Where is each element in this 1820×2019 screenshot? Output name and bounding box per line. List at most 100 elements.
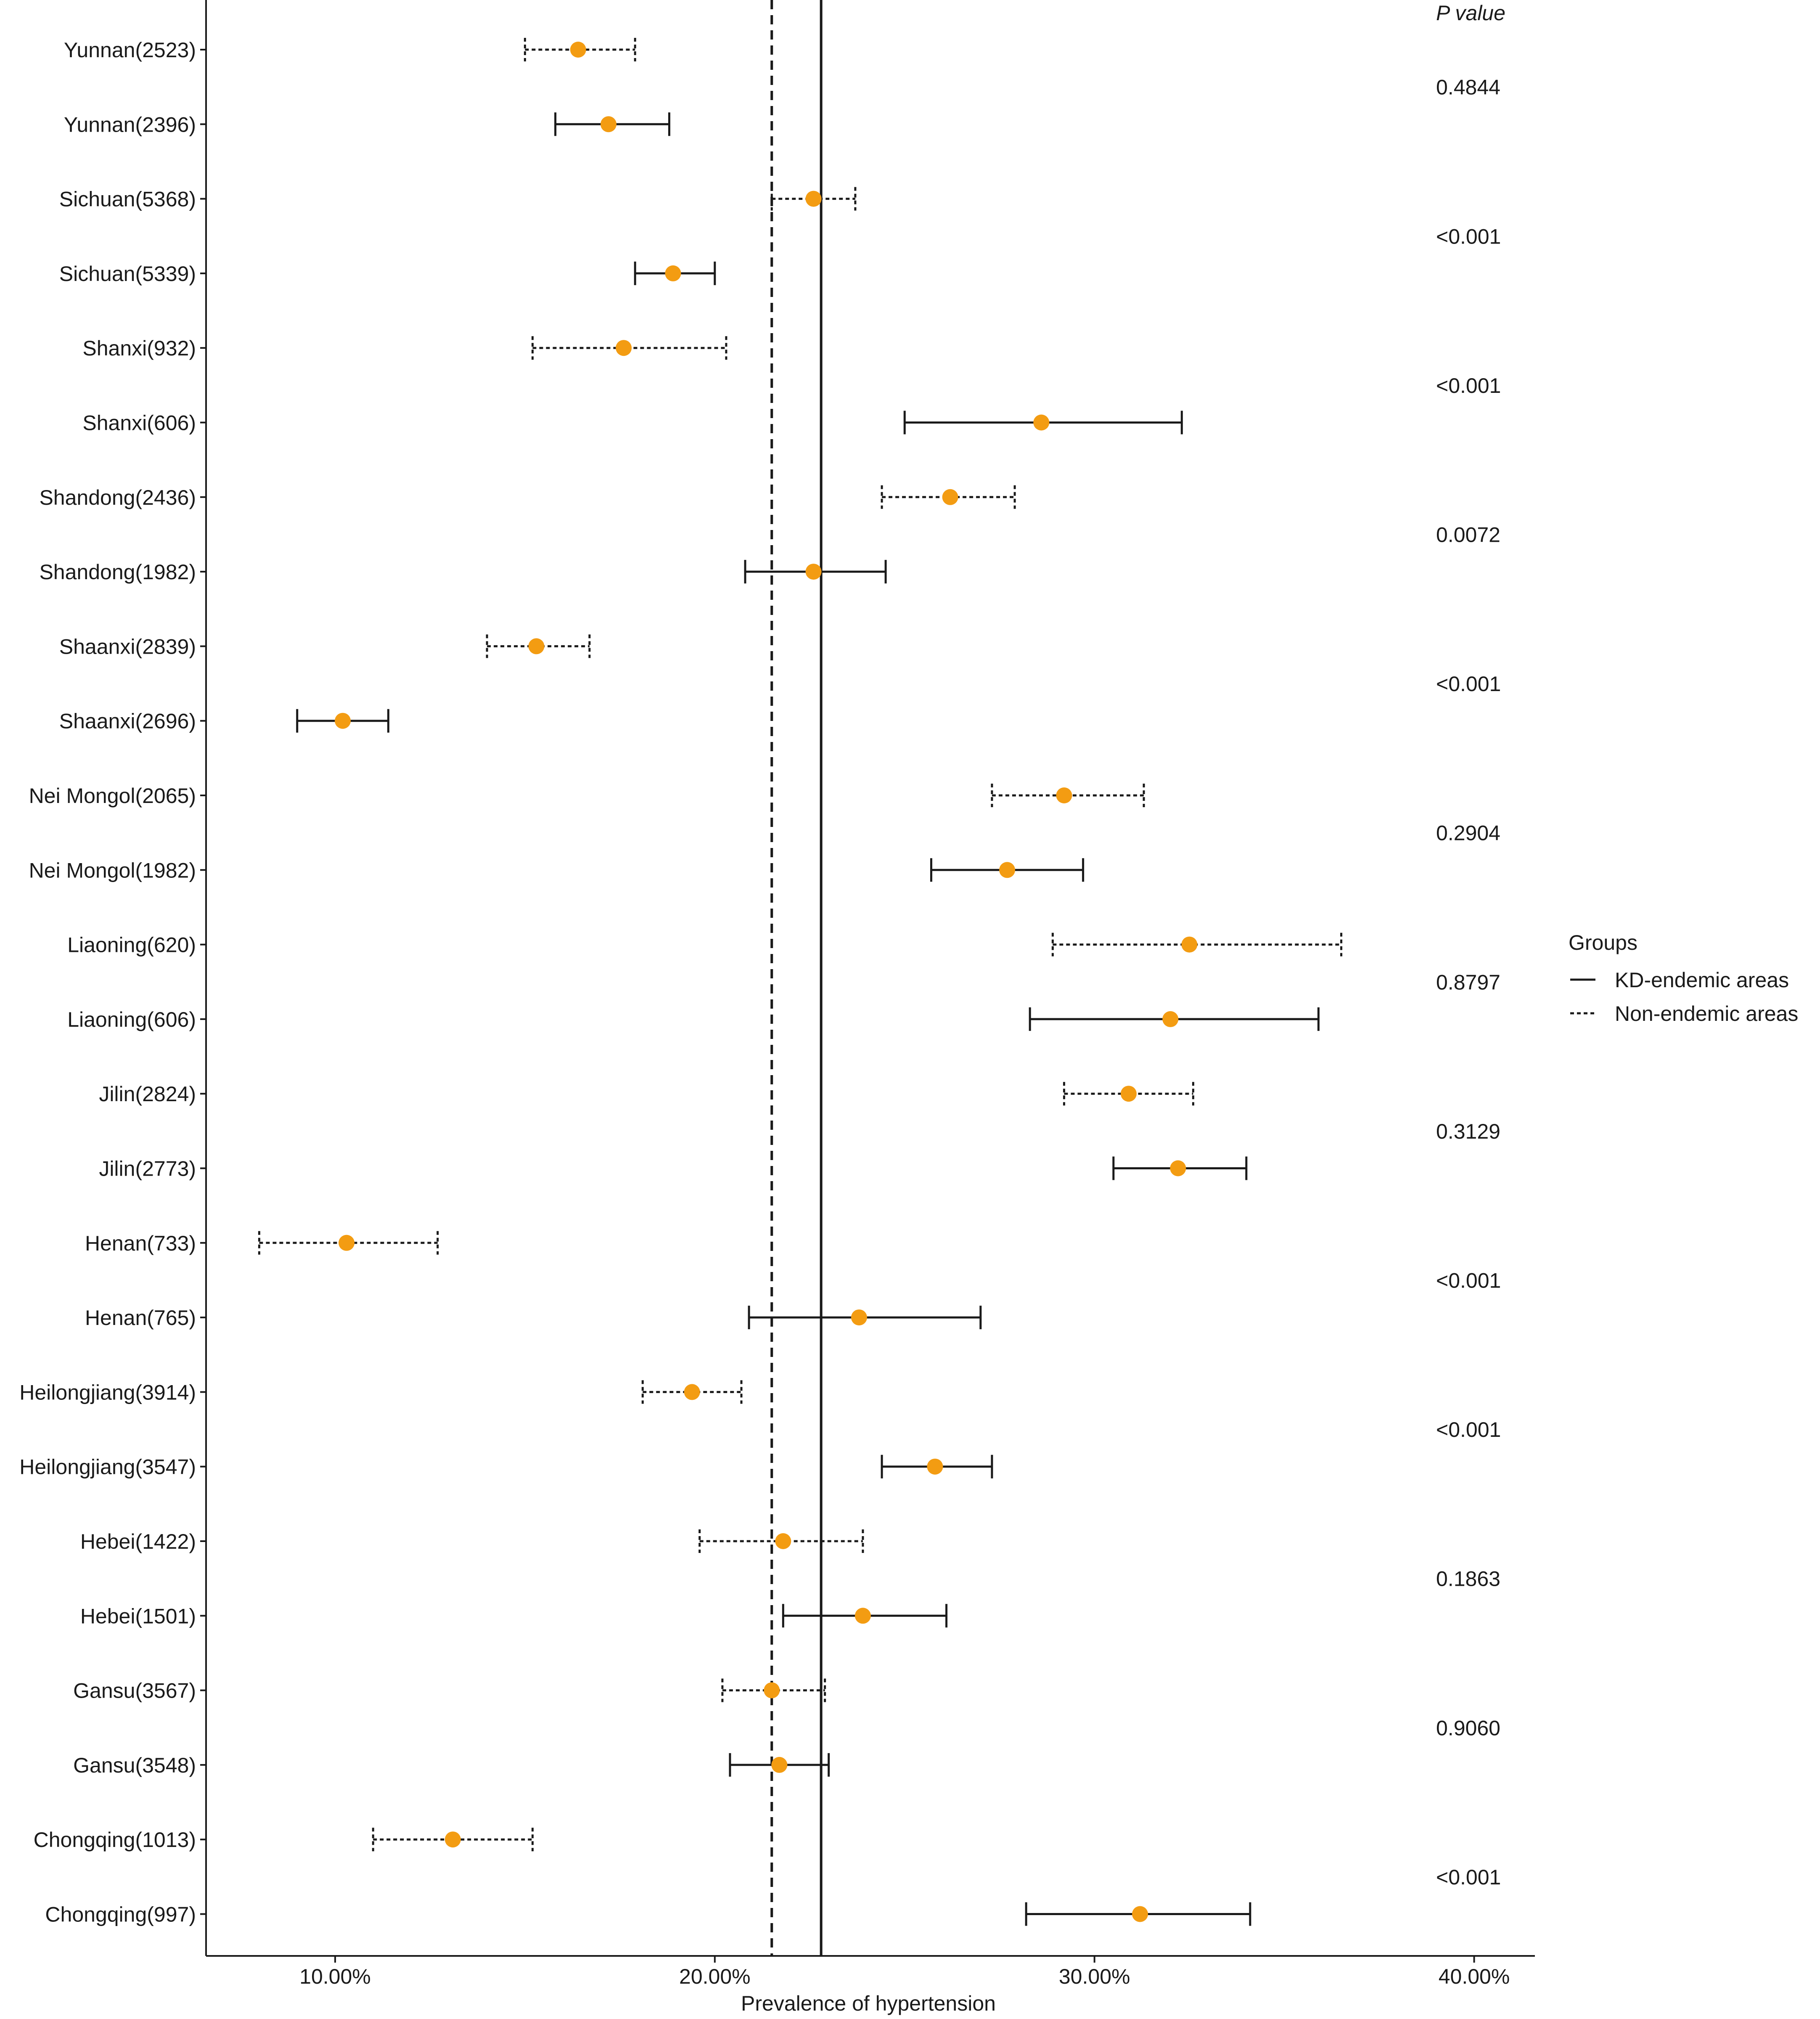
row-label: Hebei(1422) [80, 1530, 196, 1553]
row-15: Jilin(2773) [99, 1156, 1248, 1181]
row-2: Sichuan(5368) [59, 187, 857, 211]
estimate-point [1181, 936, 1198, 953]
estimate-point [616, 340, 632, 356]
row-label: Hebei(1501) [80, 1604, 196, 1628]
p-value: <0.001 [1436, 1269, 1501, 1292]
row-label: Shanxi(606) [82, 411, 196, 435]
row-22: Gansu(3567) [73, 1678, 826, 1703]
row-3: Sichuan(5339) [59, 261, 716, 286]
row-24: Chongqing(1013) [34, 1828, 534, 1852]
estimate-point [665, 265, 681, 281]
row-label: Shanxi(932) [82, 336, 196, 360]
estimate-point [335, 713, 351, 729]
row-label: Chongqing(997) [45, 1903, 196, 1926]
row-17: Henan(765) [85, 1306, 982, 1330]
estimate-point [528, 638, 545, 654]
x-tick-label: 30.00% [1059, 1965, 1130, 1988]
row-13: Liaoning(606) [67, 1007, 1320, 1031]
row-label: Gansu(3567) [73, 1679, 196, 1703]
estimate-point [570, 42, 586, 58]
row-10: Nei Mongol(2065) [29, 784, 1145, 808]
estimate-point [1033, 414, 1050, 431]
estimate-point [805, 564, 822, 580]
row-7: Shandong(1982) [39, 560, 887, 584]
row-label: Yunnan(2523) [64, 38, 196, 62]
row-label: Sichuan(5368) [59, 188, 196, 211]
row-label: Chongqing(1013) [34, 1828, 196, 1852]
x-axis-title: Prevalence of hypertension [741, 1992, 996, 2015]
p-value: 0.0072 [1436, 523, 1500, 546]
p-value: 0.1863 [1436, 1567, 1500, 1591]
estimate-point [600, 116, 617, 132]
legend-title: Groups [1569, 931, 1637, 954]
row-16: Henan(733) [85, 1231, 439, 1255]
legend-label: Non-endemic areas [1615, 1002, 1798, 1025]
row-label: Heilongjiang(3914) [19, 1380, 196, 1404]
estimate-point [1056, 787, 1072, 803]
p-value: 0.2904 [1436, 821, 1500, 845]
row-label: Nei Mongol(1982) [29, 858, 196, 882]
row-label: Yunnan(2396) [64, 113, 196, 136]
row-label: Jilin(2773) [99, 1157, 196, 1181]
x-tick-label: 20.00% [679, 1965, 751, 1988]
row-label: Liaoning(606) [67, 1008, 196, 1031]
estimate-point [854, 1608, 871, 1624]
estimate-point [805, 191, 822, 207]
row-0: Yunnan(2523) [64, 38, 636, 62]
legend-item: KD-endemic areas [1570, 968, 1789, 992]
estimate-point [851, 1309, 867, 1326]
row-label: Gansu(3548) [73, 1754, 196, 1777]
estimate-point [1132, 1906, 1148, 1922]
p-value: <0.001 [1436, 1865, 1501, 1889]
row-label: Jilin(2824) [99, 1082, 196, 1106]
estimate-point [339, 1235, 355, 1251]
legend-item: Non-endemic areas [1570, 1002, 1798, 1025]
p-value-header: P value [1436, 1, 1505, 25]
legend-label: KD-endemic areas [1615, 968, 1789, 992]
p-value: <0.001 [1436, 1418, 1501, 1441]
p-value: <0.001 [1436, 225, 1501, 248]
estimate-point [684, 1384, 700, 1400]
estimate-point [444, 1831, 461, 1848]
row-9: Shaanxi(2696) [59, 709, 389, 733]
p-value: <0.001 [1436, 374, 1501, 397]
row-25: Chongqing(997) [45, 1902, 1251, 1926]
row-label: Shaanxi(2839) [59, 635, 196, 658]
estimate-point [999, 862, 1016, 878]
reference-lines [770, 0, 823, 1956]
estimate-point [775, 1533, 791, 1549]
row-11: Nei Mongol(1982) [29, 858, 1085, 882]
row-label: Shandong(1982) [39, 560, 196, 584]
row-label: Shandong(2436) [39, 486, 196, 509]
row-6: Shandong(2436) [39, 485, 1016, 509]
estimate-point [1170, 1160, 1186, 1176]
row-14: Jilin(2824) [99, 1082, 1194, 1106]
row-19: Heilongjiang(3547) [19, 1455, 993, 1479]
row-23: Gansu(3548) [73, 1753, 830, 1777]
x-tick-label: 10.00% [299, 1965, 371, 1988]
p-value: 0.4844 [1436, 76, 1500, 99]
row-label: Nei Mongol(2065) [29, 784, 196, 808]
estimate-point [764, 1682, 780, 1698]
row-label: Henan(765) [85, 1306, 196, 1330]
row-12: Liaoning(620) [67, 933, 1343, 957]
row-label: Sichuan(5339) [59, 262, 196, 286]
estimate-point [771, 1757, 788, 1773]
row-1: Yunnan(2396) [64, 112, 670, 136]
p-value: 0.9060 [1436, 1716, 1500, 1740]
p-value: 0.8797 [1436, 970, 1500, 994]
estimate-point [927, 1458, 943, 1475]
row-label: Shaanxi(2696) [59, 710, 196, 733]
estimate-point [1120, 1086, 1137, 1102]
row-21: Hebei(1501) [80, 1604, 948, 1628]
row-label: Heilongjiang(3547) [19, 1455, 196, 1479]
p-value-column: P value 0.4844 <0.001 <0.001 0.0072 <0.001 0.2… [1436, 1, 1505, 1889]
row-18: Heilongjiang(3914) [19, 1380, 743, 1404]
p-value: <0.001 [1436, 672, 1501, 696]
row-8: Shaanxi(2839) [59, 634, 591, 658]
row-5: Shanxi(606) [82, 411, 1183, 435]
legend: Groups KD-endemic areas Non-endemic areas [1569, 931, 1798, 1025]
row-label: Liaoning(620) [67, 933, 196, 957]
